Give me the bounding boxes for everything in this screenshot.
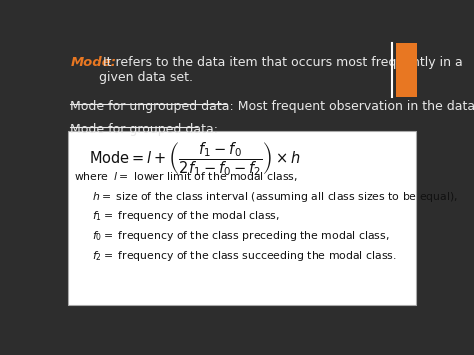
Text: $\mathrm{Mode} = l + \left( \dfrac{f_1 - f_0}{2f_1 - f_0 - f_2} \right) \times h: $\mathrm{Mode} = l + \left( \dfrac{f_1 -…: [89, 140, 300, 178]
Text: $h =$ size of the class interval (assuming all class sizes to be equal),: $h =$ size of the class interval (assumi…: [92, 190, 458, 204]
Text: Mode for ungrouped data: Most frequent observation in the data.: Mode for ungrouped data: Most frequent o…: [70, 100, 474, 113]
Text: $f_2 =$ frequency of the class succeeding the modal class.: $f_2 =$ frequency of the class succeedin…: [92, 249, 397, 263]
Text: It refers to the data item that occurs most frequently in a
given data set.: It refers to the data item that occurs m…: [99, 56, 463, 84]
Text: Mode for grouped data:: Mode for grouped data:: [70, 123, 218, 136]
Text: Mode:: Mode:: [70, 56, 116, 69]
Text: $f_1 =$ frequency of the modal class,: $f_1 =$ frequency of the modal class,: [92, 209, 280, 223]
Text: $f_0 =$ frequency of the class preceding the modal class,: $f_0 =$ frequency of the class preceding…: [92, 229, 390, 243]
FancyBboxPatch shape: [68, 131, 416, 305]
FancyBboxPatch shape: [396, 43, 417, 97]
Text: $\mathrm{where}\;\; l =$ lower limit of the modal class,: $\mathrm{where}\;\; l =$ lower limit of …: [74, 170, 298, 183]
